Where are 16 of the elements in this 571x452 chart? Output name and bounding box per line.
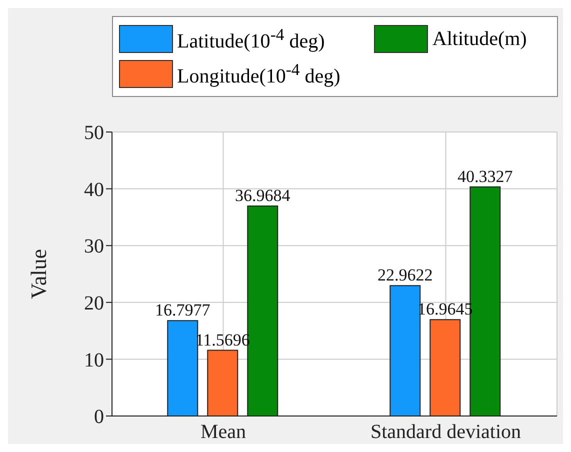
data-label: 16.7977 [155, 300, 211, 320]
y-tick-label: 40 [84, 178, 104, 201]
x-tick-label: Standard deviation [370, 421, 522, 444]
y-tick-label: 0 [94, 406, 104, 428]
y-axis-title: Value [26, 248, 51, 300]
y-tick-label: 20 [84, 292, 104, 314]
legend-label: Latitude(10$^{-4}$ deg) [177, 25, 325, 54]
y-tick-label: 10 [84, 349, 104, 372]
data-label: 40.3327 [458, 166, 514, 186]
data-label: 22.9622 [378, 266, 433, 285]
legend-label: Altitude(m) [432, 28, 527, 51]
y-tick-label: 50 [84, 122, 104, 144]
x-tick-label: Mean [200, 421, 246, 444]
data-label: 36.9684 [235, 186, 291, 206]
y-tick-label: 30 [84, 236, 104, 258]
legend-label: Longitude(10$^{-4}$ deg) [177, 60, 340, 88]
